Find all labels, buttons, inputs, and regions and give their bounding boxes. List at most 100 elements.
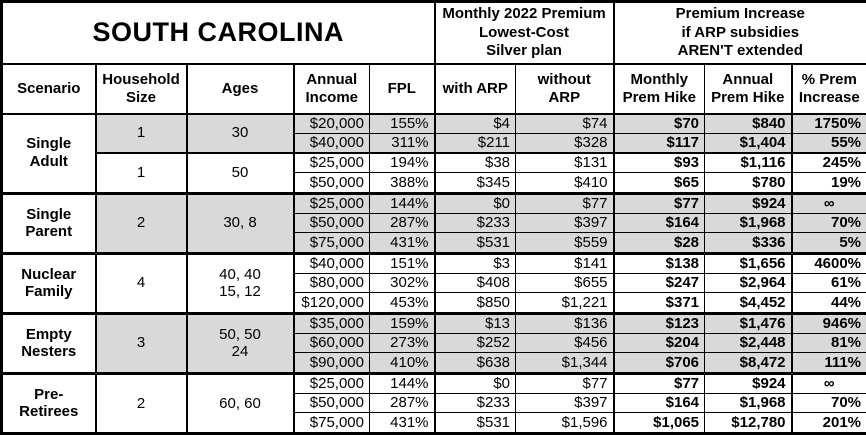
without-arp-cell: $410 bbox=[515, 172, 615, 194]
col-header-without-arp: without ARP bbox=[515, 63, 615, 115]
scenario-cell: Nuclear Family bbox=[1, 251, 96, 314]
pct-increase-cell: 44% bbox=[790, 292, 866, 314]
with-arp-cell: $345 bbox=[433, 172, 517, 194]
annual-hike-cell: $1,404 bbox=[704, 132, 793, 154]
monthly-hike-cell: $93 bbox=[612, 152, 706, 174]
with-arp-cell: $531 bbox=[433, 412, 517, 434]
fpl-cell: 431% bbox=[368, 232, 436, 254]
monthly-hike-cell: $204 bbox=[612, 333, 706, 354]
annual-hike-cell: $1,968 bbox=[704, 393, 793, 414]
annual-hike-cell: $336 bbox=[704, 232, 793, 254]
col-header-fpl: FPL bbox=[368, 63, 436, 115]
table-row: $50,000 287% $233 $397 $164 $1,968 70% bbox=[2, 393, 866, 414]
pct-increase-cell: 111% bbox=[790, 352, 866, 374]
fpl-cell: 159% bbox=[368, 311, 436, 335]
annual-income-cell: $90,000 bbox=[292, 352, 370, 374]
table-row: $40,000 311% $211 $328 $117 $1,404 55% bbox=[2, 132, 866, 154]
annual-hike-cell: $840 bbox=[704, 112, 793, 134]
annual-hike-cell: $1,656 bbox=[704, 251, 793, 275]
page-title: SOUTH CAROLINA bbox=[0, 1, 436, 65]
pct-increase-cell: 55% bbox=[790, 132, 866, 154]
pct-increase-cell: 946% bbox=[790, 311, 866, 335]
table-row: Single Adult 1 30 $20,000 155% $4 $74 $7… bbox=[1, 112, 866, 194]
fpl-cell: 431% bbox=[368, 412, 436, 434]
with-arp-cell: $4 bbox=[433, 112, 517, 134]
table-row: Empty Nesters 3 50, 50 24 $35,000 159% $… bbox=[1, 311, 866, 374]
without-arp-cell: $74 bbox=[515, 112, 615, 134]
pct-increase-cell: 5% bbox=[790, 232, 866, 254]
annual-income-cell: $25,000 bbox=[292, 191, 370, 215]
col-header-scenario: Scenario bbox=[1, 63, 96, 115]
fpl-cell: 311% bbox=[368, 132, 436, 154]
monthly-hike-cell: $706 bbox=[612, 352, 706, 374]
without-arp-cell: $655 bbox=[515, 273, 615, 294]
table-row: $50,000 388% $345 $410 $65 $780 19% bbox=[2, 172, 866, 194]
annual-hike-cell: $2,448 bbox=[704, 333, 793, 354]
table-row: Pre- Retirees 2 60, 60 $25,000 144% $0 $… bbox=[1, 371, 866, 435]
without-arp-cell: $77 bbox=[515, 191, 615, 215]
annual-income-cell: $75,000 bbox=[292, 232, 370, 254]
monthly-hike-cell: $1,065 bbox=[612, 412, 706, 434]
span-header-premium: Monthly 2022 Premium Lowest-Cost Silver … bbox=[433, 1, 615, 65]
pct-increase-cell: 61% bbox=[790, 273, 866, 294]
fpl-cell: 410% bbox=[368, 352, 436, 374]
annual-hike-cell: $1,116 bbox=[704, 152, 793, 174]
col-header-ages: Ages bbox=[185, 63, 294, 115]
annual-income-cell: $75,000 bbox=[292, 412, 370, 434]
pct-increase-cell: 70% bbox=[790, 213, 866, 234]
without-arp-cell: $77 bbox=[515, 371, 615, 395]
with-arp-cell: $13 bbox=[433, 311, 517, 335]
annual-income-cell: $50,000 bbox=[292, 213, 370, 234]
scenario-cell: Single Adult bbox=[1, 112, 96, 194]
household-size-cell: 2 bbox=[94, 371, 187, 435]
scenario-cell: Pre- Retirees bbox=[1, 371, 96, 435]
fpl-cell: 273% bbox=[368, 333, 436, 354]
table-row: $75,000 431% $531 $559 $28 $336 5% bbox=[2, 232, 866, 254]
fpl-cell: 155% bbox=[368, 112, 436, 134]
annual-hike-cell: $2,964 bbox=[704, 273, 793, 294]
annual-hike-cell: $780 bbox=[704, 172, 793, 194]
pct-increase-cell: ∞ bbox=[790, 371, 866, 395]
fpl-cell: 302% bbox=[368, 273, 436, 294]
table-row: Single Parent 2 30, 8 $25,000 144% $0 $7… bbox=[1, 191, 866, 254]
with-arp-cell: $531 bbox=[433, 232, 517, 254]
with-arp-cell: $3 bbox=[433, 251, 517, 275]
without-arp-cell: $328 bbox=[515, 132, 615, 154]
without-arp-cell: $456 bbox=[515, 333, 615, 354]
ages-cell: 30 bbox=[185, 112, 294, 154]
monthly-hike-cell: $123 bbox=[612, 311, 706, 335]
without-arp-cell: $1,344 bbox=[515, 352, 615, 374]
col-header-pct-increase: % Prem Increase bbox=[790, 63, 866, 115]
with-arp-cell: $0 bbox=[433, 191, 517, 215]
annual-income-cell: $50,000 bbox=[292, 393, 370, 414]
monthly-hike-cell: $164 bbox=[612, 393, 706, 414]
table-row: $80,000 302% $408 $655 $247 $2,964 61% bbox=[2, 273, 866, 294]
annual-income-cell: $20,000 bbox=[292, 112, 370, 134]
table-row: Scenario Household Size Ages Annual Inco… bbox=[1, 63, 866, 115]
table-row: $90,000 410% $638 $1,344 $706 $8,472 111… bbox=[2, 352, 866, 374]
with-arp-cell: $0 bbox=[433, 371, 517, 395]
ages-cell: 50, 50 24 bbox=[185, 311, 294, 374]
fpl-cell: 194% bbox=[368, 152, 436, 174]
household-size-cell: 1 bbox=[94, 152, 187, 194]
fpl-cell: 144% bbox=[368, 191, 436, 215]
annual-income-cell: $25,000 bbox=[292, 371, 370, 395]
annual-income-cell: $80,000 bbox=[292, 273, 370, 294]
table-row: $75,000 431% $531 $1,596 $1,065 $12,780 … bbox=[2, 412, 866, 434]
ages-cell: 40, 40 15, 12 bbox=[185, 251, 294, 314]
with-arp-cell: $408 bbox=[433, 273, 517, 294]
pct-increase-cell: 4600% bbox=[790, 251, 866, 275]
annual-income-cell: $25,000 bbox=[292, 152, 370, 174]
fpl-cell: 453% bbox=[368, 292, 436, 314]
monthly-hike-cell: $77 bbox=[612, 371, 706, 395]
without-arp-cell: $397 bbox=[515, 213, 615, 234]
annual-hike-cell: $12,780 bbox=[704, 412, 793, 434]
household-size-cell: 4 bbox=[94, 251, 187, 314]
col-header-household: Household Size bbox=[94, 63, 187, 115]
without-arp-cell: $1,596 bbox=[515, 412, 615, 434]
col-header-annual-hike: Annual Prem Hike bbox=[704, 63, 793, 115]
with-arp-cell: $38 bbox=[433, 152, 517, 174]
with-arp-cell: $211 bbox=[433, 132, 517, 154]
fpl-cell: 151% bbox=[368, 251, 436, 275]
household-size-cell: 1 bbox=[94, 112, 187, 154]
